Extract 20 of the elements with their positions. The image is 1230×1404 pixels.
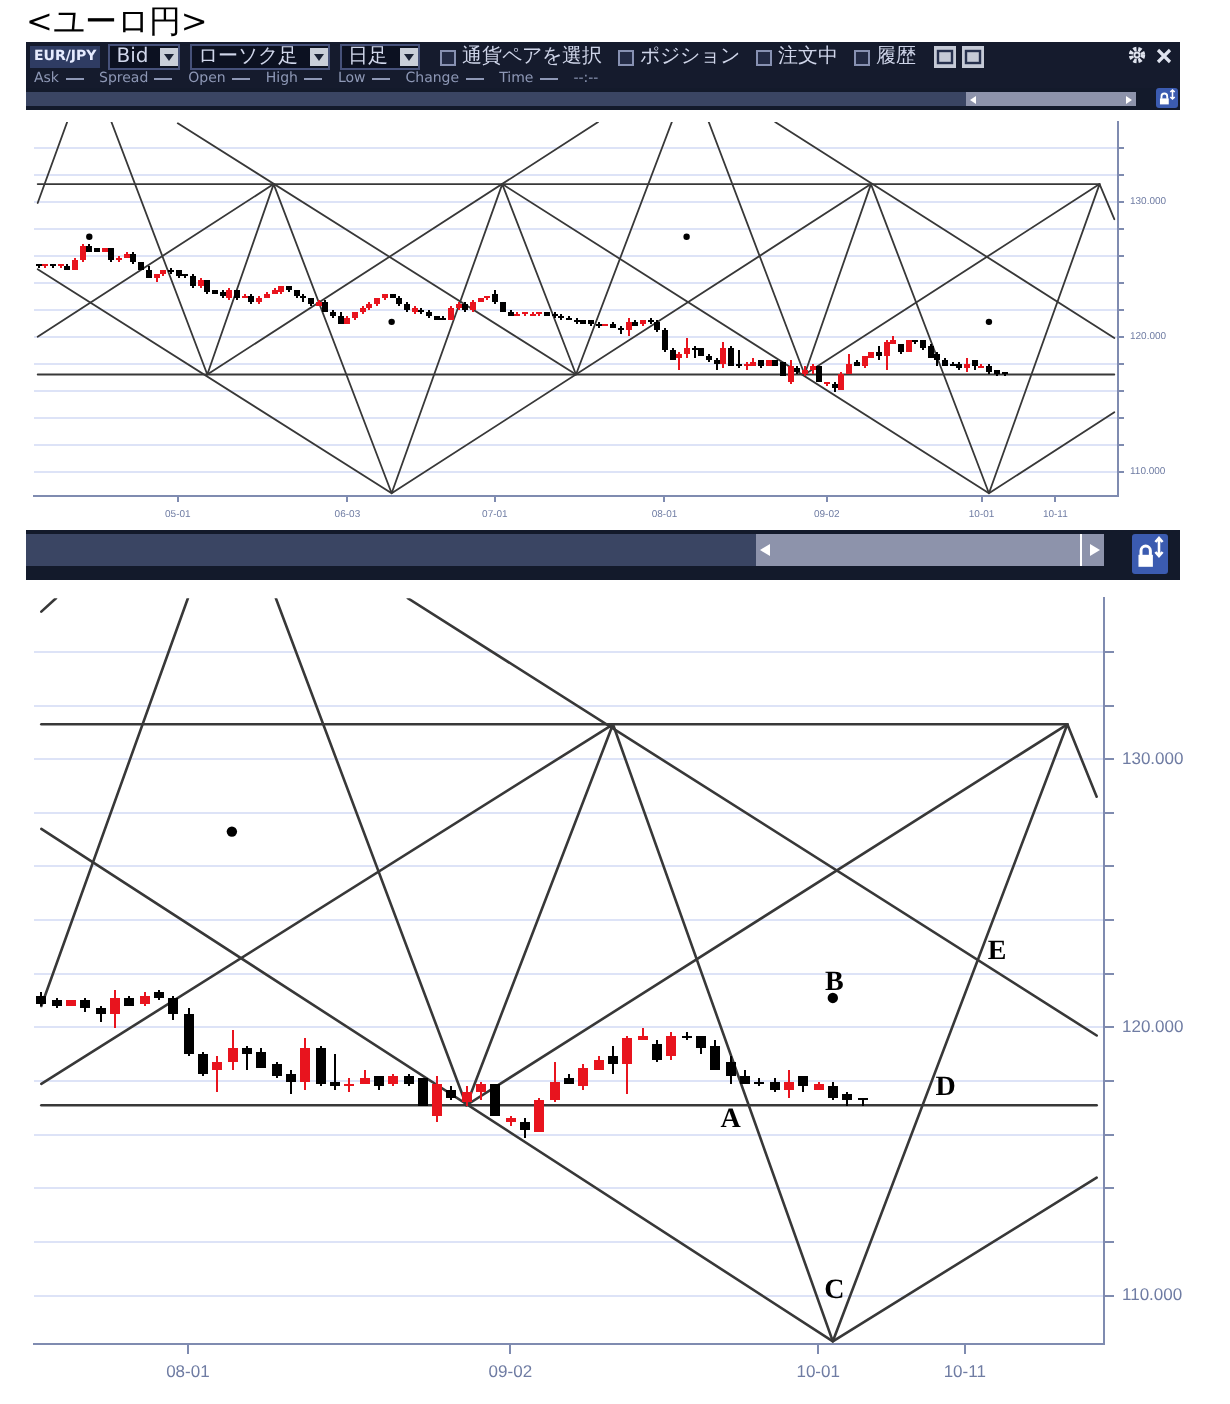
annotation: A bbox=[720, 1104, 743, 1135]
text: 注文中 bbox=[778, 45, 839, 69]
y-tick-label: 130.000 bbox=[1122, 747, 1184, 768]
y-tick-label: 120.000 bbox=[1122, 1016, 1184, 1037]
text: 履歴 bbox=[876, 45, 917, 69]
x-tick-label: 08-01 bbox=[166, 1360, 211, 1381]
annotation: B bbox=[825, 968, 844, 999]
text: 通貨ペアを選択 bbox=[462, 45, 603, 69]
dropdown: 日足 bbox=[340, 44, 421, 70]
x-tick-label: 10-01 bbox=[796, 1360, 841, 1381]
dropdown: Bid bbox=[108, 44, 181, 70]
x-tick-label: 09-02 bbox=[488, 1360, 533, 1381]
annotation: E bbox=[987, 936, 1007, 967]
x-tick-label: 10-11 bbox=[943, 1360, 987, 1381]
annotation: C bbox=[824, 1276, 845, 1307]
text: <ユーロ円> bbox=[26, 2, 208, 40]
text: ポジション bbox=[640, 45, 741, 69]
annotation: D bbox=[935, 1073, 956, 1104]
y-tick-label: 110.000 bbox=[1122, 1284, 1183, 1305]
dropdown: ローソク足 bbox=[190, 44, 331, 70]
